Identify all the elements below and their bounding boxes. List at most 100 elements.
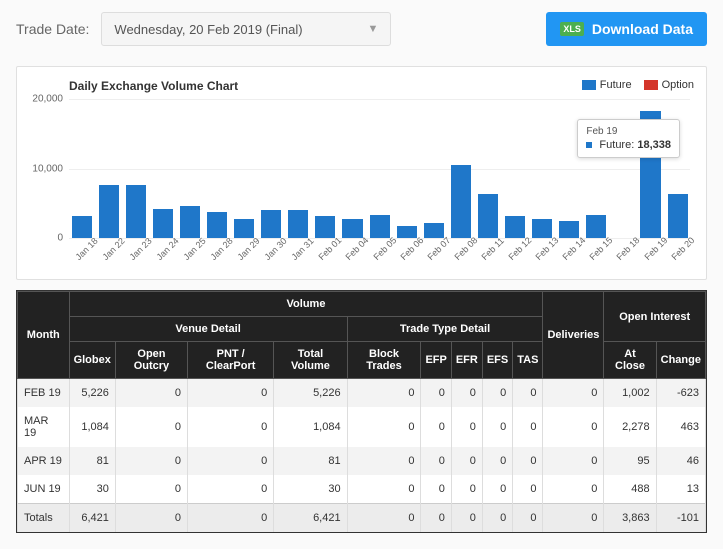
cell: 0 <box>421 379 451 408</box>
bar-feb-07[interactable]: Feb 07 <box>421 99 446 238</box>
trade-date-select[interactable]: Wednesday, 20 Feb 2019 (Final) ▼ <box>101 12 391 46</box>
col-month: Month <box>18 292 70 379</box>
bar-feb-05[interactable]: Feb 05 <box>367 99 392 238</box>
table-row: MAR 191,084001,0840000002,278463 <box>18 407 706 447</box>
cell: 0 <box>347 407 421 447</box>
toolbar: Trade Date: Wednesday, 20 Feb 2019 (Fina… <box>0 0 723 58</box>
cell: Totals <box>18 504 70 533</box>
bar-future <box>153 209 173 238</box>
bar-feb-12[interactable]: Feb 12 <box>503 99 528 238</box>
bar-future <box>559 221 579 238</box>
bar-future <box>126 185 146 238</box>
bar-future <box>342 219 362 238</box>
col-efs: EFS <box>482 342 512 379</box>
x-tick-label: Feb 11 <box>479 236 505 262</box>
chart-plot-area[interactable]: 010,00020,000Jan 18Jan 22Jan 23Jan 24Jan… <box>69 99 690 239</box>
bar-future <box>397 226 417 238</box>
cell: 0 <box>513 475 543 504</box>
bar-feb-06[interactable]: Feb 06 <box>394 99 419 238</box>
bar-future <box>586 215 606 238</box>
cell: 1,002 <box>604 379 656 408</box>
bar-jan-28[interactable]: Jan 28 <box>204 99 229 238</box>
x-tick-label: Jan 23 <box>127 236 153 262</box>
bar-future <box>451 165 471 238</box>
col-block-trades: Block Trades <box>347 342 421 379</box>
bar-future <box>261 210 281 238</box>
bar-jan-23[interactable]: Jan 23 <box>123 99 148 238</box>
x-tick-label: Feb 20 <box>669 235 696 262</box>
cell: 5,226 <box>69 379 115 408</box>
legend-option[interactable]: Option <box>644 79 694 91</box>
volume-table: MonthVolumeDeliveriesOpen InterestVenue … <box>16 290 707 533</box>
x-tick-label: Feb 05 <box>371 235 398 262</box>
x-tick-label: Feb 06 <box>398 235 425 262</box>
cell: 0 <box>451 475 482 504</box>
bar-jan-18[interactable]: Jan 18 <box>69 99 94 238</box>
cell: 0 <box>451 504 482 533</box>
col-open-outcry: Open Outcry <box>115 342 187 379</box>
bar-feb-08[interactable]: Feb 08 <box>448 99 473 238</box>
cell: 0 <box>451 407 482 447</box>
bar-feb-01[interactable]: Feb 01 <box>313 99 338 238</box>
bar-future <box>532 219 552 238</box>
x-tick-label: Feb 07 <box>425 235 452 262</box>
cell: 0 <box>188 504 274 533</box>
cell: 488 <box>604 475 656 504</box>
bar-jan-31[interactable]: Jan 31 <box>286 99 311 238</box>
cell: 2,278 <box>604 407 656 447</box>
download-data-button[interactable]: XLS Download Data <box>546 12 707 46</box>
cell: 0 <box>115 379 187 408</box>
cell: -623 <box>656 379 705 408</box>
cell: 0 <box>115 504 187 533</box>
bar-feb-11[interactable]: Feb 11 <box>475 99 500 238</box>
bar-feb-19[interactable]: Feb 19 <box>638 99 663 238</box>
x-tick-label: Feb 08 <box>452 235 479 262</box>
bar-future <box>505 216 525 238</box>
bar-feb-13[interactable]: Feb 13 <box>530 99 555 238</box>
bar-jan-24[interactable]: Jan 24 <box>150 99 175 238</box>
x-tick-label: Feb 18 <box>615 235 642 262</box>
bar-feb-18[interactable]: Feb 18 <box>611 99 636 238</box>
cell: 0 <box>513 407 543 447</box>
cell: 0 <box>482 407 512 447</box>
cell: 1,084 <box>274 407 347 447</box>
legend-future[interactable]: Future <box>582 79 632 91</box>
xls-icon: XLS <box>560 22 584 36</box>
col-deliveries: Deliveries <box>543 292 604 379</box>
cell: 0 <box>115 407 187 447</box>
bar-jan-30[interactable]: Jan 30 <box>259 99 284 238</box>
bar-feb-04[interactable]: Feb 04 <box>340 99 365 238</box>
cell: 0 <box>115 447 187 475</box>
cell: 0 <box>347 447 421 475</box>
x-tick-label: Feb 13 <box>534 235 561 262</box>
x-tick-label: Feb 19 <box>642 235 669 262</box>
cell: 0 <box>482 475 512 504</box>
bar-future <box>478 194 498 238</box>
x-tick-label: Jan 25 <box>181 236 207 262</box>
bar-future <box>99 185 119 239</box>
bar-feb-20[interactable]: Feb 20 <box>665 99 690 238</box>
bar-feb-15[interactable]: Feb 15 <box>584 99 609 238</box>
cell: 0 <box>347 504 421 533</box>
cell: 0 <box>513 447 543 475</box>
x-tick-label: Feb 14 <box>561 235 588 262</box>
cell: 0 <box>188 407 274 447</box>
cell: 0 <box>421 475 451 504</box>
cell: 0 <box>421 447 451 475</box>
x-tick-label: Jan 22 <box>100 236 126 262</box>
cell: 0 <box>451 379 482 408</box>
x-tick-label: Feb 15 <box>588 235 615 262</box>
x-tick-label: Jan 30 <box>263 236 289 262</box>
cell: 0 <box>115 475 187 504</box>
cell: 0 <box>543 447 604 475</box>
y-tick-label: 10,000 <box>32 163 63 174</box>
bar-feb-14[interactable]: Feb 14 <box>557 99 582 238</box>
colgroup-open-interest: Open Interest <box>604 292 706 342</box>
cell: 0 <box>513 379 543 408</box>
bar-jan-25[interactable]: Jan 25 <box>177 99 202 238</box>
cell: FEB 19 <box>18 379 70 408</box>
bar-jan-29[interactable]: Jan 29 <box>232 99 257 238</box>
bar-jan-22[interactable]: Jan 22 <box>96 99 121 238</box>
cell: 0 <box>543 379 604 408</box>
colgroup-venue-detail: Venue Detail <box>69 317 347 342</box>
